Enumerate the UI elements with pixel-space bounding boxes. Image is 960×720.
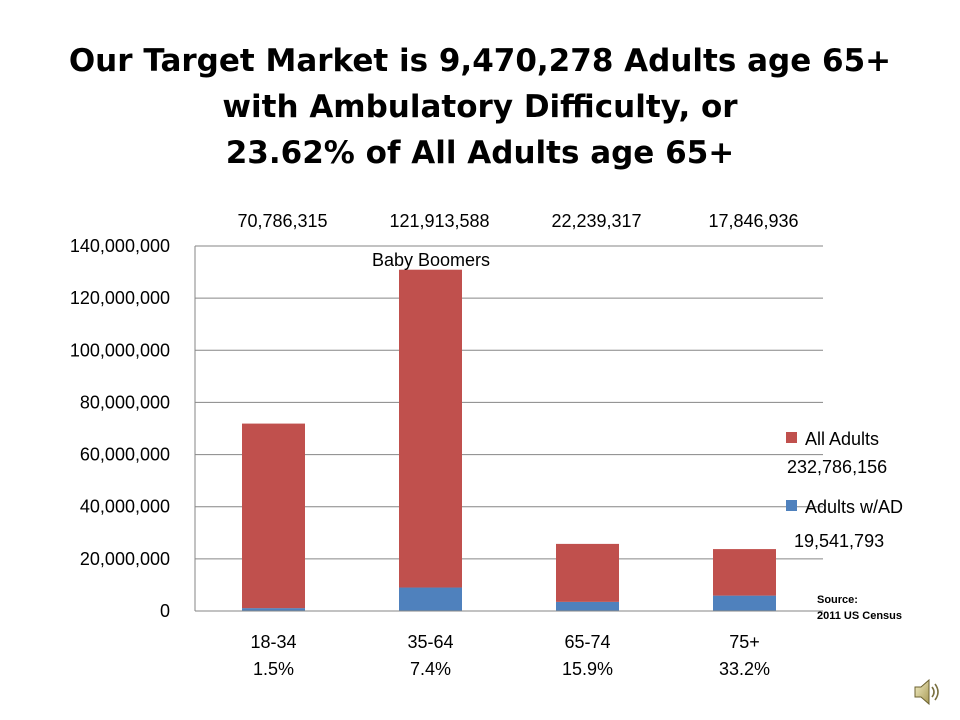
legend-total-all-adults: 232,786,156 bbox=[787, 457, 887, 477]
bar-all-adults-18-34 bbox=[242, 423, 305, 609]
bar-adults-w-ad-35-64 bbox=[399, 587, 462, 611]
slide-title: Our Target Market is 9,470,278 Adults ag… bbox=[0, 38, 960, 176]
legend-label-adults-wad: Adults w/AD bbox=[805, 497, 903, 517]
y-axis-tick-labels: 0 20,000,000 40,000,000 60,000,000 80,000,00… bbox=[70, 236, 170, 621]
legend-swatch-adults-wad bbox=[786, 500, 797, 511]
x-category-label: 35-64 bbox=[407, 632, 453, 652]
y-tick-label: 60,000,000 bbox=[80, 445, 170, 465]
y-tick-label: 80,000,000 bbox=[80, 392, 170, 412]
y-tick-label: 120,000,000 bbox=[70, 288, 170, 308]
bar-series bbox=[242, 269, 776, 611]
y-tick-label: 0 bbox=[160, 601, 170, 621]
x-percent-label: 7.4% bbox=[410, 659, 451, 679]
top-total-label: 121,913,588 bbox=[389, 211, 489, 231]
speaker-icon[interactable] bbox=[912, 676, 942, 708]
bar-all-adults-35-64 bbox=[399, 269, 462, 588]
top-total-labels: 70,786,315 121,913,588 22,239,317 17,846,93… bbox=[237, 211, 798, 231]
x-percent-label: 1.5% bbox=[253, 659, 294, 679]
x-category-label: 18-34 bbox=[250, 632, 296, 652]
top-total-label: 17,846,936 bbox=[708, 211, 798, 231]
x-category-label: 65-74 bbox=[564, 632, 610, 652]
baby-boomers-annotation: Baby Boomers bbox=[372, 250, 490, 270]
legend: All Adults 232,786,156 Adults w/AD 19,54… bbox=[786, 429, 903, 551]
title-line-3: 23.62% of All Adults age 65+ bbox=[225, 135, 735, 171]
legend-label-all-adults: All Adults bbox=[805, 429, 879, 449]
bar-adults-w-ad-18-34 bbox=[242, 608, 305, 611]
bar-adults-w-ad-75+ bbox=[713, 595, 776, 611]
title-line-1: Our Target Market is 9,470,278 Adults ag… bbox=[68, 43, 892, 79]
y-tick-label: 140,000,000 bbox=[70, 236, 170, 256]
legend-swatch-all-adults bbox=[786, 432, 797, 443]
source-label: Source: bbox=[817, 594, 858, 606]
x-category-label: 75+ bbox=[729, 632, 760, 652]
x-percent-label: 15.9% bbox=[562, 659, 613, 679]
y-tick-label: 20,000,000 bbox=[80, 549, 170, 569]
y-tick-label: 100,000,000 bbox=[70, 340, 170, 360]
x-percent-label: 33.2% bbox=[719, 659, 770, 679]
bar-all-adults-75+ bbox=[713, 549, 776, 596]
top-total-label: 22,239,317 bbox=[551, 211, 641, 231]
y-tick-label: 40,000,000 bbox=[80, 497, 170, 517]
source-text: 2011 US Census bbox=[817, 610, 902, 622]
bar-adults-w-ad-65-74 bbox=[556, 601, 619, 611]
x-axis-category-labels: 18-34 1.5% 35-64 7.4% 65-74 15.9% 75+ 33.2% bbox=[250, 632, 770, 679]
legend-total-adults-wad: 19,541,793 bbox=[794, 531, 884, 551]
title-line-2: with Ambulatory Difficulty, or bbox=[222, 89, 738, 125]
bar-all-adults-65-74 bbox=[556, 543, 619, 602]
top-total-label: 70,786,315 bbox=[237, 211, 327, 231]
